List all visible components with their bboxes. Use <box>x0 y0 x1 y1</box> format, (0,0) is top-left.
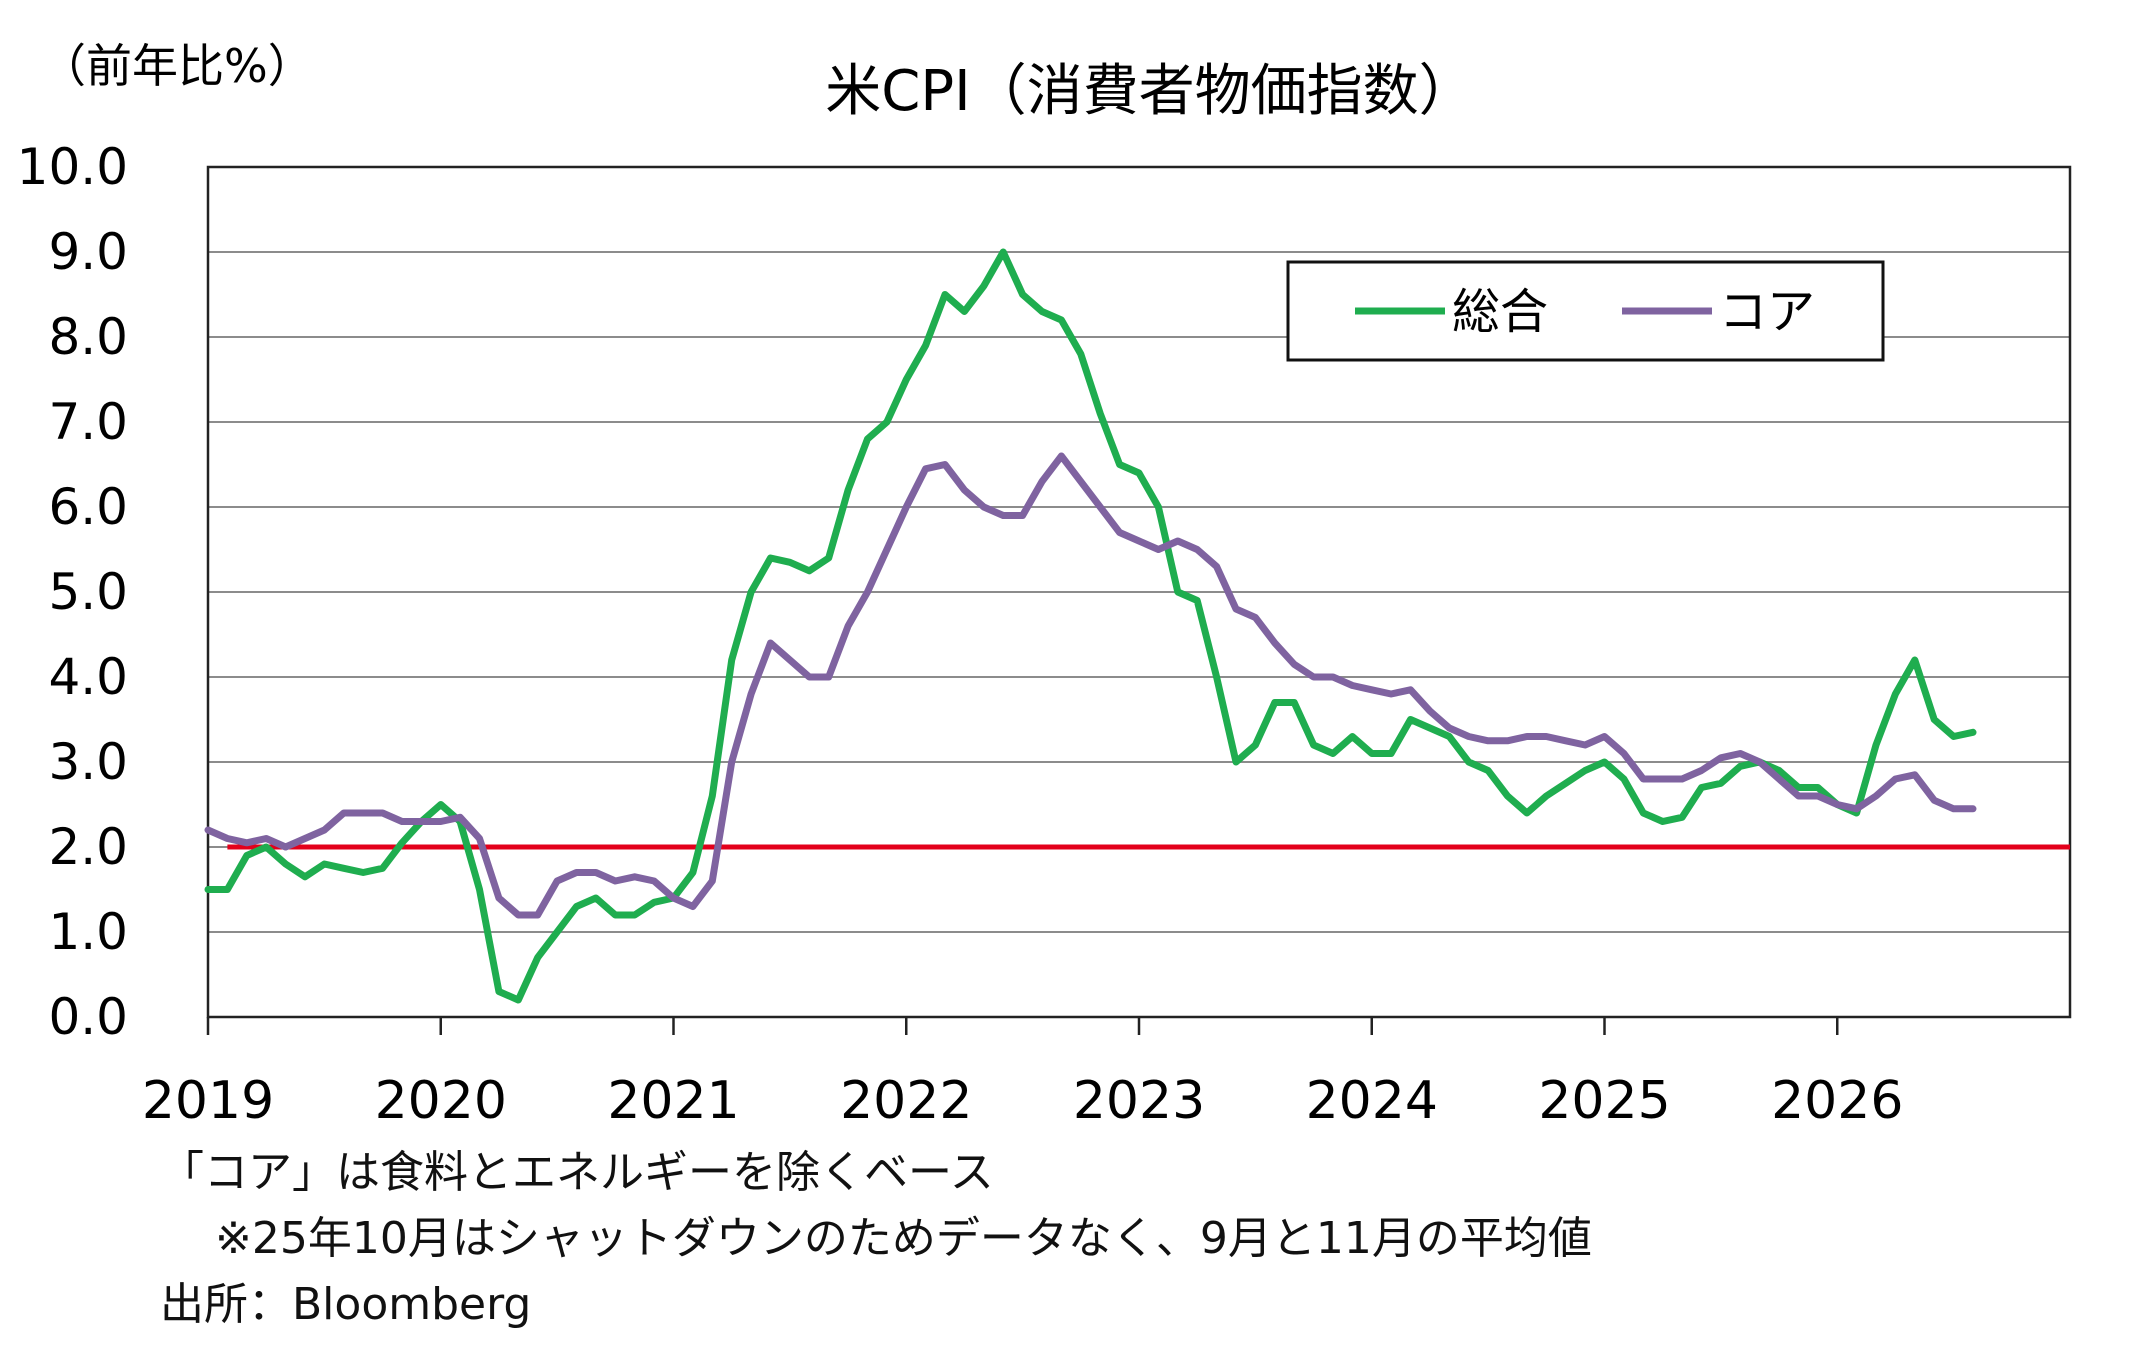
y-tick-label: 10.0 <box>17 138 128 196</box>
y-tick-label: 5.0 <box>48 563 128 621</box>
plot-frame <box>206 165 2072 1019</box>
y-tick-label: 0.0 <box>48 988 128 1046</box>
y-axis-label: （前年比%） <box>40 39 314 93</box>
y-tick-label: 6.0 <box>48 478 128 536</box>
x-tick-label: 2025 <box>1538 1071 1670 1131</box>
x-tick-label: 2026 <box>1771 1071 1903 1131</box>
y-tick-label: 8.0 <box>48 308 128 366</box>
chart-title: 米CPI（消費者物価指数） <box>825 59 1474 124</box>
note-shutdown: ※25年10月はシャットダウンのためデータなく、9月と11月の平均値 <box>215 1213 1592 1264</box>
x-tick-label: 2023 <box>1073 1071 1205 1131</box>
series-line-core <box>204 452 1977 919</box>
legend-label-core: コア <box>1719 284 1815 340</box>
note-source: 出所：Bloomberg <box>160 1279 532 1330</box>
y-tick-label: 4.0 <box>48 648 128 706</box>
y-tick-label: 3.0 <box>48 733 128 791</box>
x-tick-label: 2022 <box>840 1071 972 1131</box>
y-tick-labels: 0.0 1.0 2.0 3.0 4.0 5.0 6.0 7.0 8.0 9.0 10.0 <box>17 138 128 1046</box>
chart-notes: 「コア」は食料とエネルギーを除くベース ※25年10月はシャットダウンのためデー… <box>160 1140 1592 1338</box>
x-tick-label: 2020 <box>375 1071 507 1131</box>
legend: 総合 コア <box>1286 260 1885 362</box>
x-tick-label: 2024 <box>1306 1071 1438 1131</box>
note-core-definition: 「コア」は食料とエネルギーを除くベース <box>160 1147 994 1198</box>
y-tick-label: 1.0 <box>48 903 128 961</box>
y-tick-label: 2.0 <box>48 818 128 876</box>
x-tick-marks <box>206 1017 1839 1035</box>
x-tick-label: 2021 <box>607 1071 739 1131</box>
series-line-total <box>204 248 1977 1004</box>
x-tick-label: 2019 <box>142 1071 274 1131</box>
legend-label-total: 総合 <box>1452 284 1548 340</box>
x-tick-labels: 2019 2020 2021 2022 2023 2024 2025 2026 <box>142 1071 1904 1131</box>
y-tick-label: 7.0 <box>48 393 128 451</box>
series-lines <box>204 248 1977 1004</box>
y-tick-label: 9.0 <box>48 223 128 281</box>
